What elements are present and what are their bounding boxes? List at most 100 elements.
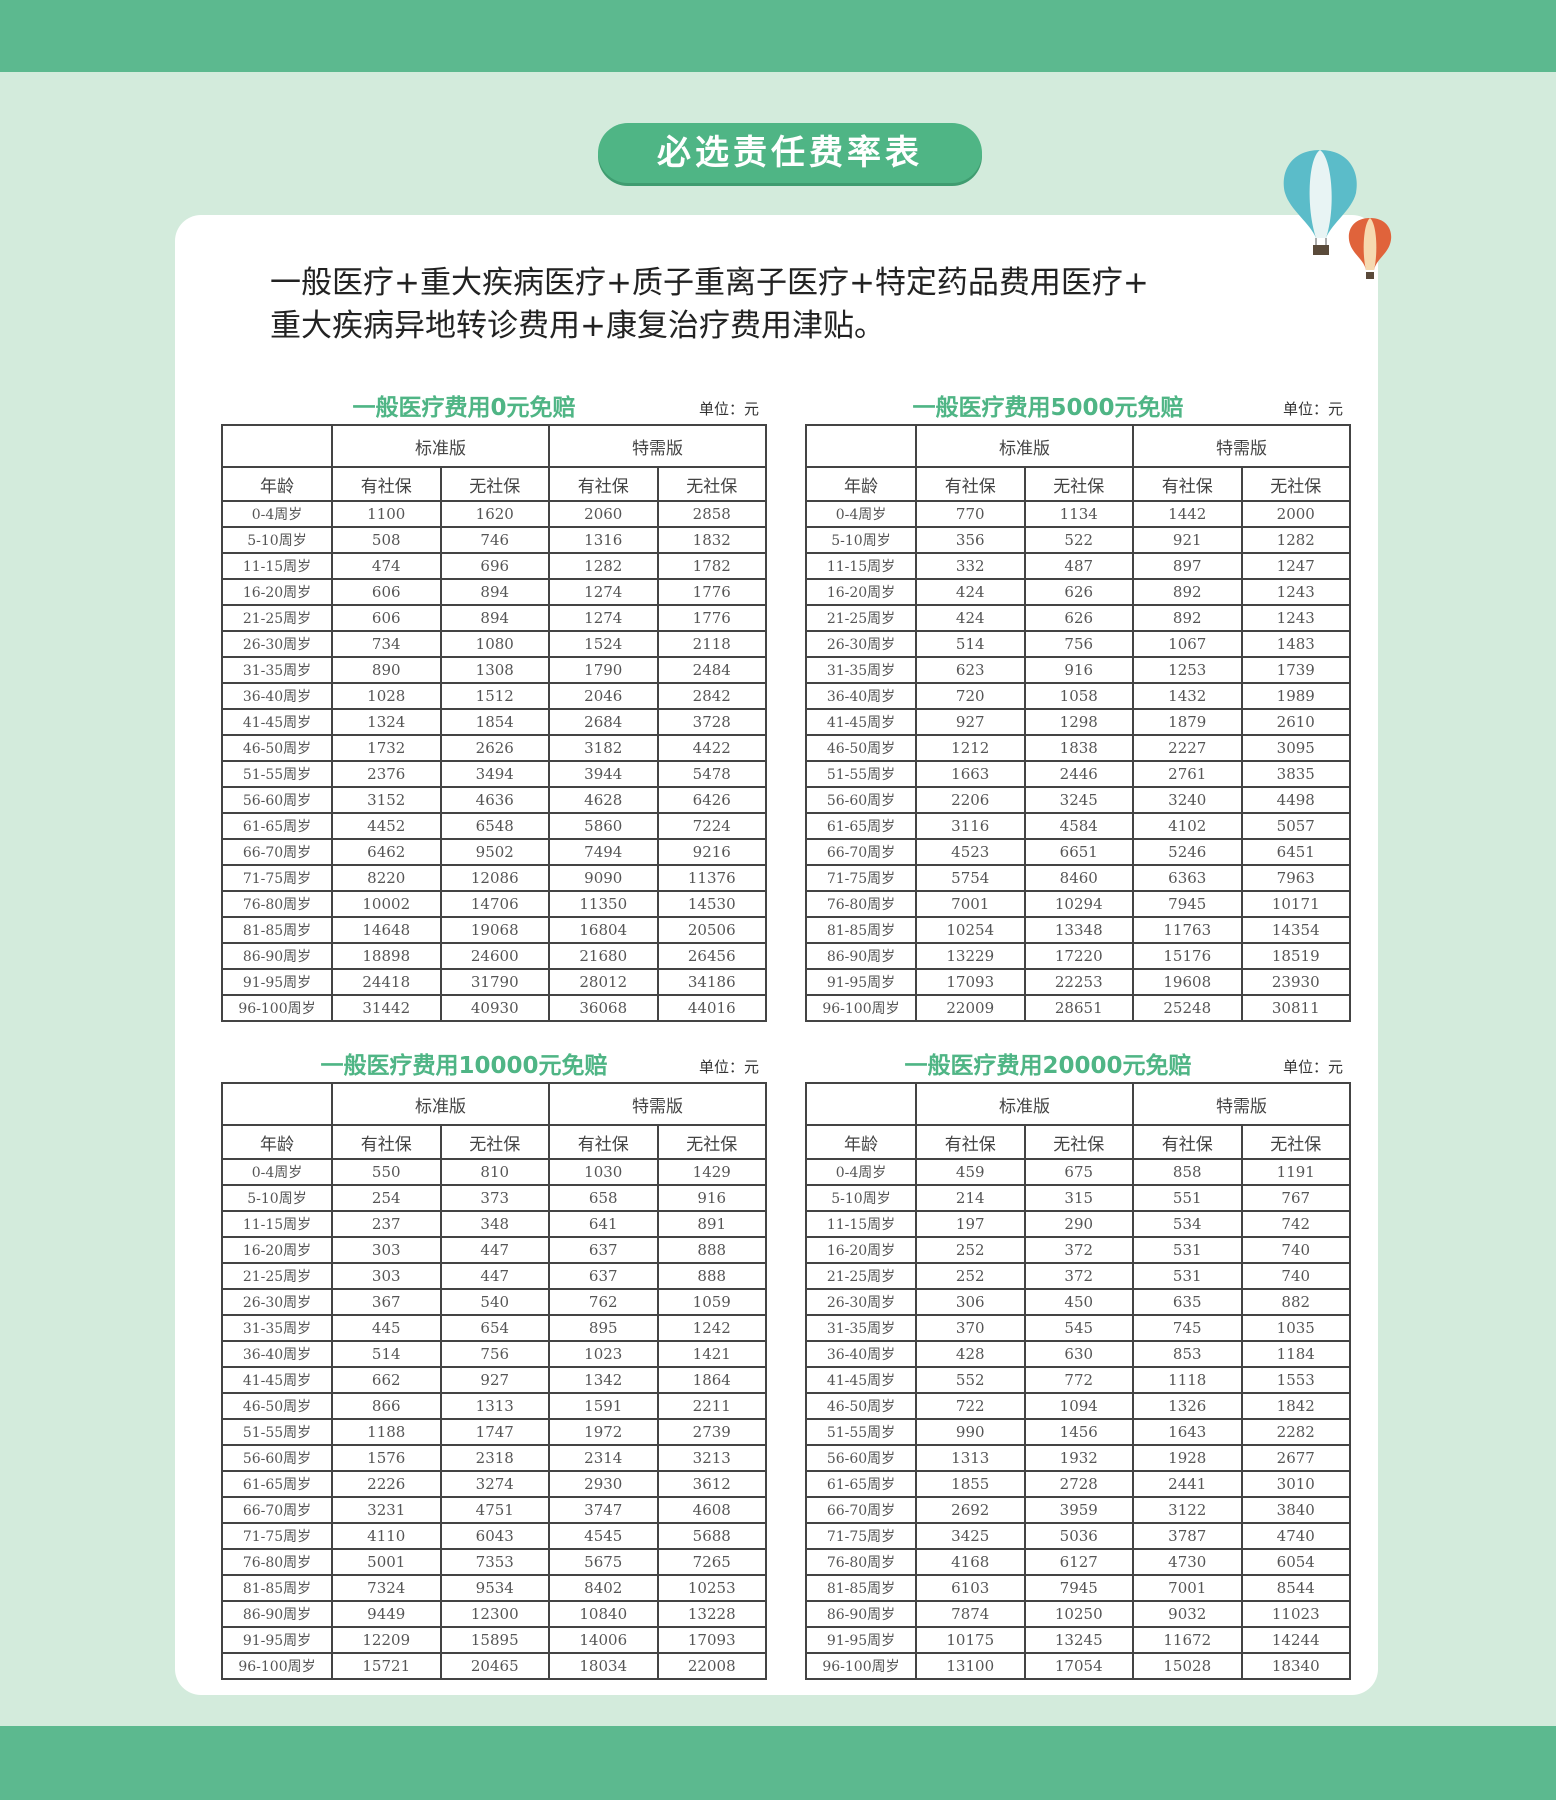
sub-header: 有社保 [548, 466, 659, 502]
premium-cell: 3213 [656, 1444, 767, 1472]
table-row: 61-65周岁 2226 3274 2930 3612 [221, 1470, 767, 1498]
premium-cell: 1456 [1023, 1418, 1134, 1446]
premium-cell: 1326 [1132, 1392, 1243, 1420]
premium-cell: 6462 [331, 838, 442, 866]
table-row: 96-100周岁 31442 40930 36068 44016 [221, 994, 767, 1022]
premium-cell: 3231 [331, 1496, 442, 1524]
premium-cell: 4608 [656, 1496, 767, 1524]
premium-cell: 8220 [331, 864, 442, 892]
premium-cell: 6451 [1240, 838, 1351, 866]
table-row: 16-20周岁 606 894 1274 1776 [221, 578, 767, 606]
premium-cell: 19068 [439, 916, 550, 944]
premium-cell: 1553 [1240, 1366, 1351, 1394]
coverage-line-2: 重大疾病异地转诊费用+康复治疗费用津贴。 [270, 308, 885, 344]
premium-cell: 11376 [656, 864, 767, 892]
premium-cell: 2684 [548, 708, 659, 736]
premium-cell: 1282 [548, 552, 659, 580]
premium-cell: 1080 [439, 630, 550, 658]
age-cell: 36-40周岁 [221, 1340, 333, 1368]
premium-cell: 10250 [1023, 1600, 1134, 1628]
age-cell: 96-100周岁 [805, 994, 917, 1022]
premium-cell: 1313 [915, 1444, 1026, 1472]
premium-cell: 2226 [331, 1470, 442, 1498]
table-title: 一般医疗费用20000元免赔 [904, 1053, 1192, 1079]
sub-header: 无社保 [656, 1124, 767, 1160]
premium-cell: 10253 [656, 1574, 767, 1602]
premium-cell: 428 [915, 1340, 1026, 1368]
sub-header: 有社保 [331, 466, 442, 502]
premium-cell: 1094 [1023, 1392, 1134, 1420]
premium-cell: 197 [915, 1210, 1026, 1238]
premium-cell: 17054 [1023, 1652, 1134, 1680]
premium-cell: 3787 [1132, 1522, 1243, 1550]
premium-cell: 1243 [1240, 604, 1351, 632]
premium-cell: 990 [915, 1418, 1026, 1446]
table-title: 一般医疗费用0元免赔 [352, 395, 576, 421]
premium-cell: 921 [1132, 526, 1243, 554]
table-row: 51-55周岁 1188 1747 1972 2739 [221, 1418, 767, 1446]
premium-cell: 315 [1023, 1184, 1134, 1212]
premium-cell: 1854 [439, 708, 550, 736]
premium-cell: 654 [439, 1314, 550, 1342]
age-cell: 81-85周岁 [221, 1574, 333, 1602]
premium-cell: 890 [331, 656, 442, 684]
table-title: 一般医疗费用5000元免赔 [912, 395, 1184, 421]
premium-cell: 6363 [1132, 864, 1243, 892]
premium-cell: 10002 [331, 890, 442, 918]
age-cell: 41-45周岁 [221, 1366, 333, 1394]
premium-cell: 372 [1023, 1236, 1134, 1264]
premium-cell: 3245 [1023, 786, 1134, 814]
blank-header-cell [805, 424, 917, 468]
premium-cell: 237 [331, 1210, 442, 1238]
table-row: 86-90周岁 9449 12300 10840 13228 [221, 1600, 767, 1628]
premium-cell: 3182 [548, 734, 659, 762]
age-cell: 76-80周岁 [221, 890, 333, 918]
age-cell: 5-10周岁 [221, 526, 333, 554]
age-cell: 51-55周岁 [221, 760, 333, 788]
premium-cell: 534 [1132, 1210, 1243, 1238]
premium-cell: 740 [1240, 1236, 1351, 1264]
premium-cell: 4545 [548, 1522, 659, 1550]
sub-header: 无社保 [439, 466, 550, 502]
premium-cell: 11350 [548, 890, 659, 918]
age-cell: 16-20周岁 [805, 1236, 917, 1264]
premium-cell: 551 [1132, 1184, 1243, 1212]
sub-header: 无社保 [1240, 1124, 1351, 1160]
premium-cell: 3010 [1240, 1470, 1351, 1498]
premium-cell: 3240 [1132, 786, 1243, 814]
premium-cell: 756 [439, 1340, 550, 1368]
premium-cell: 14706 [439, 890, 550, 918]
table-unit: 单位：元 [1282, 400, 1343, 418]
premium-cell: 2046 [548, 682, 659, 710]
top-band [0, 0, 1556, 72]
premium-cell: 25248 [1132, 994, 1243, 1022]
rate-table: 标准版 特需版 年龄 有社保 无社保 有社保 无社保 0-4周岁 550 810 103… [221, 1082, 767, 1680]
premium-cell: 767 [1240, 1184, 1351, 1212]
table-row: 51-55周岁 990 1456 1643 2282 [805, 1418, 1351, 1446]
premium-cell: 722 [915, 1392, 1026, 1420]
table-row: 5-10周岁 254 373 658 916 [221, 1184, 767, 1212]
premium-cell: 1274 [548, 578, 659, 606]
age-cell: 61-65周岁 [221, 812, 333, 840]
premium-cell: 1512 [439, 682, 550, 710]
premium-cell: 214 [915, 1184, 1026, 1212]
table-row: 66-70周岁 2692 3959 3122 3840 [805, 1496, 1351, 1524]
premium-cell: 26456 [656, 942, 767, 970]
blank-header-cell [221, 424, 333, 468]
table-row: 26-30周岁 306 450 635 882 [805, 1288, 1351, 1316]
premium-cell: 623 [915, 656, 1026, 684]
premium-cell: 10294 [1023, 890, 1134, 918]
premium-cell: 540 [439, 1288, 550, 1316]
table-row: 21-25周岁 303 447 637 888 [221, 1262, 767, 1290]
premium-cell: 1316 [548, 526, 659, 554]
premium-cell: 4110 [331, 1522, 442, 1550]
age-cell: 46-50周岁 [805, 1392, 917, 1420]
sub-header: 有社保 [331, 1124, 442, 1160]
premium-cell: 1028 [331, 682, 442, 710]
premium-cell: 14648 [331, 916, 442, 944]
premium-cell: 514 [331, 1340, 442, 1368]
age-cell: 96-100周岁 [805, 1652, 917, 1680]
age-cell: 0-4周岁 [805, 1158, 917, 1186]
age-cell: 26-30周岁 [221, 1288, 333, 1316]
premium-cell: 11672 [1132, 1626, 1243, 1654]
